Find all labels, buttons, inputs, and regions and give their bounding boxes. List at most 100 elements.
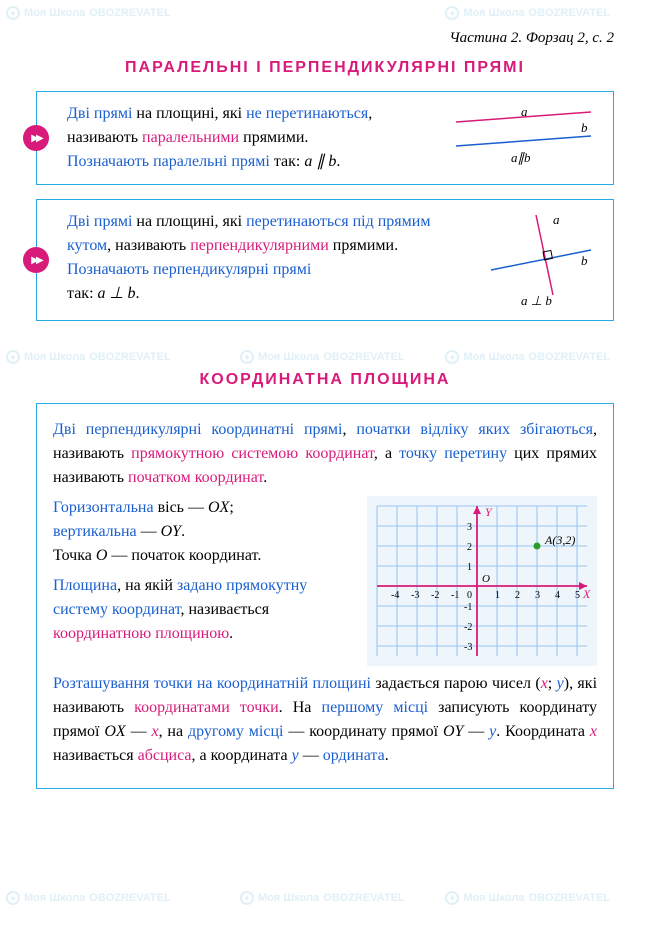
term: другому місці [188, 723, 283, 740]
formula: OX [208, 499, 229, 516]
term: Дві прямі [67, 105, 132, 122]
text: — [463, 723, 489, 740]
formula: OY [443, 723, 463, 740]
formula: y [557, 675, 564, 692]
bullet-marker-icon [23, 125, 49, 151]
text: ; [548, 675, 557, 692]
text: . [229, 625, 233, 642]
svg-text:a: a [553, 212, 560, 227]
text: — [126, 723, 152, 740]
svg-text:a: a [521, 104, 528, 119]
term: початком координат [128, 469, 263, 486]
svg-text:X: X [582, 587, 591, 601]
text: , а [374, 445, 399, 462]
watermark: ✦Моя Школа OBOZREVATEL [445, 891, 610, 905]
formula: OX [104, 723, 125, 740]
term: першому місці [322, 699, 429, 716]
text: , на якій [117, 577, 177, 594]
term: Площина [53, 577, 117, 594]
text: , називають [107, 237, 190, 254]
text: задається парою чисел [371, 675, 535, 692]
text: Позначають перпендикулярні прямі [67, 261, 311, 278]
text: . [385, 747, 389, 764]
svg-text:2: 2 [515, 590, 520, 601]
svg-text:5: 5 [575, 590, 580, 601]
term: початки відліку яких збігаються [356, 421, 593, 438]
svg-text:1: 1 [495, 590, 500, 601]
definition-box-perpendicular: Дві прямі на площині, які перетинаються … [36, 199, 614, 321]
definition-box-parallel: Дві прямі на площині, які не перетинають… [36, 91, 614, 185]
formula: x [590, 723, 597, 740]
formula: x [541, 675, 548, 692]
svg-text:A(3,2): A(3,2) [544, 533, 575, 547]
text: . На [279, 699, 322, 716]
svg-text:4: 4 [555, 590, 560, 601]
text: , на [159, 723, 188, 740]
formula: a ∥ b [304, 153, 336, 170]
text: . [135, 285, 139, 302]
term: Розташування точки на координатній площи… [53, 675, 371, 692]
text: — початок координат. [107, 547, 261, 564]
text: — [299, 747, 323, 764]
text: Позначають паралельні прямі [67, 153, 270, 170]
svg-text:3: 3 [535, 590, 540, 601]
term: Горизонтальна [53, 499, 154, 516]
text: прямими. [239, 129, 308, 146]
text: , називається [180, 601, 269, 618]
svg-text:-2: -2 [431, 590, 439, 601]
term: абсциса [138, 747, 192, 764]
svg-text:a∥b: a∥b [511, 150, 531, 165]
formula: y [292, 747, 299, 764]
svg-text:0: 0 [467, 590, 472, 601]
svg-text:b: b [581, 253, 588, 268]
term: ордината [323, 747, 385, 764]
formula: O [96, 547, 108, 564]
text: . [263, 469, 267, 486]
svg-text:-2: -2 [464, 622, 472, 633]
svg-text:-1: -1 [464, 602, 472, 613]
svg-text:-1: -1 [451, 590, 459, 601]
term: Дві прямі [67, 213, 132, 230]
bullet-marker-icon [23, 247, 49, 273]
svg-text:-3: -3 [411, 590, 419, 601]
text: . Координата [496, 723, 590, 740]
formula: a ⊥ b [98, 285, 136, 302]
parallel-lines-diagram: a b a∥b [451, 102, 601, 174]
text: так: [67, 285, 98, 302]
text: , [342, 421, 356, 438]
text: вісь — [154, 499, 208, 516]
svg-text:1: 1 [467, 562, 472, 573]
svg-text:3: 3 [467, 522, 472, 533]
svg-text:-4: -4 [391, 590, 399, 601]
text: , а координата [191, 747, 291, 764]
text: так: [270, 153, 305, 170]
svg-text:2: 2 [467, 542, 472, 553]
watermark: ✦Моя Школа OBOZREVATEL [240, 891, 405, 905]
svg-text:O: O [482, 573, 490, 585]
text: . [336, 153, 340, 170]
term: прямокутною системою координат [131, 445, 374, 462]
text: . [181, 523, 185, 540]
term: точку перетину [399, 445, 507, 462]
term: не перетинаються [246, 105, 368, 122]
coordinate-grid-diagram: Y X O 0 -4-3-2-1 12345 123 -1-2-3 A(3,2) [367, 496, 597, 666]
definition-box-coordinate-plane: Дві перпендикулярні координатні прямі, п… [36, 403, 614, 789]
text: на площині, які [132, 213, 246, 230]
watermark: ✦Моя Школа OBOZREVATEL [445, 6, 610, 20]
term: вертикальна [53, 523, 137, 540]
term: перпендикулярними [190, 237, 329, 254]
formula: x [151, 723, 158, 740]
text: ; [229, 499, 233, 516]
svg-text:-3: -3 [464, 642, 472, 653]
term: паралельними [142, 129, 239, 146]
text: називається [53, 747, 138, 764]
term: координатною площиною [53, 625, 229, 642]
text: — координату прямої [283, 723, 442, 740]
text: прямими. [329, 237, 398, 254]
section-title-1: ПАРАЛЕЛЬНІ І ПЕРПЕНДИКУЛЯРНІ ПРЯМІ [36, 59, 614, 77]
term: координатами точки [134, 699, 279, 716]
page-header: Частина 2. Форзац 2, с. 2 [36, 30, 614, 47]
perpendicular-lines-diagram: a b a ⊥ b [481, 210, 601, 310]
svg-text:a ⊥ b: a ⊥ b [521, 293, 552, 308]
term: Дві перпендикулярні координатні прямі [53, 421, 342, 438]
